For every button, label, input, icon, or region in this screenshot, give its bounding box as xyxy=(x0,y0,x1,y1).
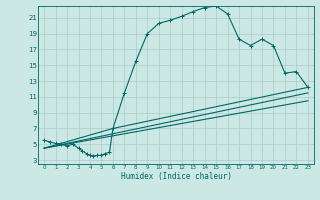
X-axis label: Humidex (Indice chaleur): Humidex (Indice chaleur) xyxy=(121,172,231,181)
